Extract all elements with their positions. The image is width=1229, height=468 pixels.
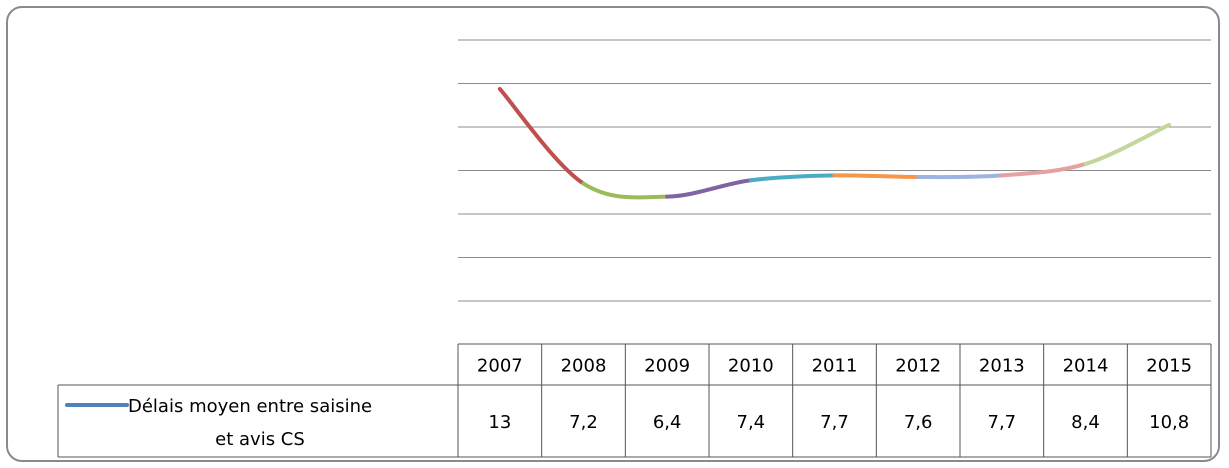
series-line [497, 86, 1172, 200]
legend-label-line2: et avis CS [215, 429, 305, 450]
legend-label-line1: Délais moyen entre saisine [128, 396, 372, 417]
line-segment-2008-2009 [581, 181, 670, 200]
category-label: 2009 [644, 356, 690, 377]
line-segment-2014-2015 [1083, 122, 1172, 166]
data-label: 7,4 [737, 412, 766, 433]
data-label: 10,8 [1149, 412, 1189, 433]
gridlines [458, 39, 1211, 302]
category-label: 2011 [812, 356, 858, 377]
category-label: 2012 [895, 356, 941, 377]
category-label: 2014 [1063, 356, 1109, 377]
line-segment-2011-2012 [832, 173, 921, 180]
data-label: 6,4 [653, 412, 682, 433]
line-segment-2010-2011 [748, 173, 837, 183]
line-segment-2012-2013 [916, 173, 1004, 180]
category-label: 2015 [1146, 356, 1192, 377]
data-table: 2007 13 2008 7,2 2009 6,4 2010 7,4 2011 7,7 2012 7,… [57, 343, 1212, 458]
category-label: 2010 [728, 356, 774, 377]
data-label: 8,4 [1071, 412, 1100, 433]
data-label: 7,2 [569, 412, 598, 433]
data-label: 7,6 [904, 412, 933, 433]
category-label: 2008 [561, 356, 607, 377]
chart-frame [6, 6, 1220, 462]
line-segment-2013-2014 [999, 161, 1088, 178]
data-label: 13 [488, 412, 511, 433]
data-label: 7,7 [820, 412, 849, 433]
line-segment-2007-2008 [497, 86, 586, 186]
category-label: 2007 [477, 356, 523, 377]
category-label: 2013 [979, 356, 1025, 377]
data-label: 7,7 [988, 412, 1017, 433]
line-segment-2009-2010 [665, 178, 753, 199]
